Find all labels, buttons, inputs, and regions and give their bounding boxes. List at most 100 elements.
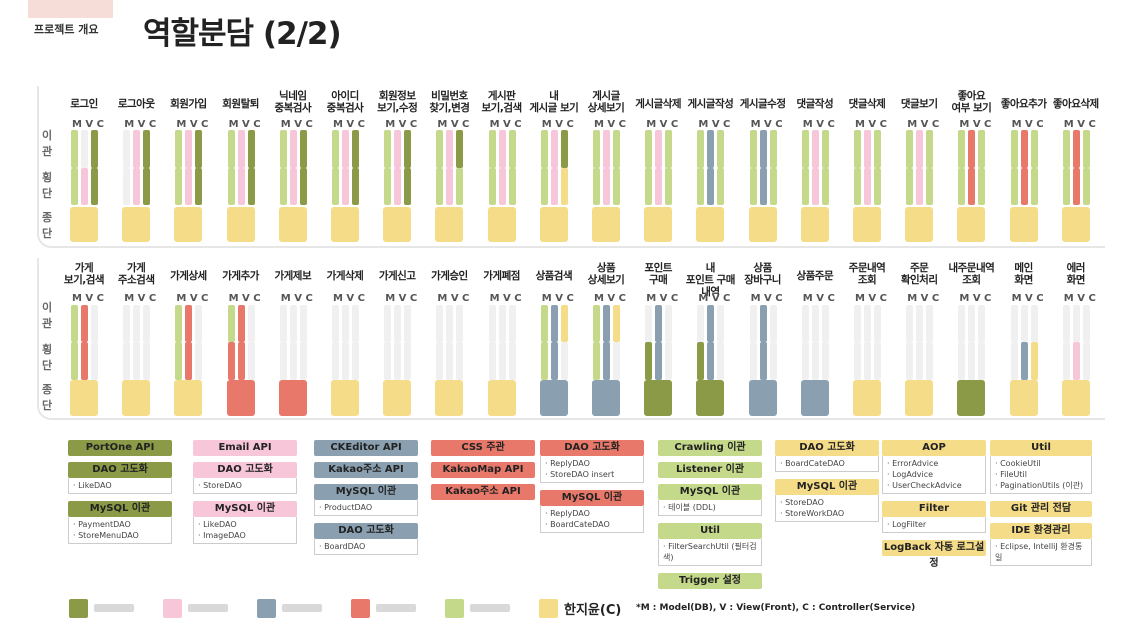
- bottom-feature-m-bar-lower: [175, 342, 183, 380]
- top-feature-c-bar-lower: [1030, 168, 1038, 205]
- top-feature-m-bar-upper: [958, 130, 966, 168]
- category-detail-line: · UserCheckAdvice: [887, 481, 962, 490]
- bottom-feature-m-bar-lower: [436, 342, 444, 380]
- bottom-feature-mvc-label: M V C: [333, 293, 365, 304]
- category-detail: · BoardDAO: [314, 539, 418, 555]
- top-feature-j-block: [905, 207, 934, 242]
- bottom-feature-mvc-label: M V C: [855, 293, 887, 304]
- mvc-note: *M : Model(DB), V : View(Front), C : Con…: [636, 603, 916, 613]
- bottom-feature-c-bar-lower: [874, 342, 881, 380]
- top-feature-mvc-label: M V C: [72, 119, 104, 130]
- bottom-feature-v-bar-lower: [133, 342, 141, 380]
- top-feature-c-bar-lower: [874, 168, 881, 205]
- bottom-feature-mvc-label: M V C: [176, 293, 209, 304]
- top-feature-c-bar-lower: [769, 168, 777, 205]
- top-feature-c-bar-upper: [1030, 130, 1038, 168]
- bottom-feature-m-bar-upper: [1010, 305, 1018, 342]
- bottom-feature-v-bar-lower: [759, 342, 767, 380]
- bottom-feature-c-bar-lower: [613, 342, 620, 380]
- category-0: PortOne API DAO 고도화 · LikeDAO MySQL 이관 · Pay…: [68, 440, 172, 551]
- bottom-feature-label: 내 포인트 구매내역: [685, 262, 735, 298]
- top-feature-v-bar-lower: [1072, 168, 1080, 205]
- top-feature-m-bar-upper: [227, 130, 235, 168]
- top-feature-c-bar-lower: [195, 168, 203, 205]
- bottom-feature-c-bar-lower: [508, 342, 516, 380]
- top-feature-v-bar-upper: [289, 130, 297, 168]
- top-feature-c-bar-lower: [352, 168, 359, 205]
- top-feature-j-block: [1009, 207, 1038, 242]
- bottom-feature-label: 가게신고: [378, 270, 416, 282]
- category-1: Email API DAO 고도화 · StoreDAO MySQL 이관 · Like…: [193, 440, 297, 551]
- bottom-feature-v-bar-lower: [185, 342, 193, 380]
- category-chip: DAO 고도화: [775, 440, 879, 456]
- top-feature-c-bar-upper: [1082, 130, 1090, 168]
- bottom-feature-m-bar-lower: [540, 342, 548, 380]
- bottom-feature-v-bar-upper: [655, 305, 663, 342]
- section-label: 프로젝트 개요: [34, 23, 99, 36]
- top-feature-v-bar-upper: [1072, 130, 1080, 168]
- category-detail-line: · ProductDAO: [319, 503, 373, 512]
- legend-name-redacted: [188, 604, 228, 612]
- category-chip: Git 관리 전담: [990, 501, 1092, 517]
- top-feature-m-bar-lower: [749, 168, 757, 205]
- top-feature-v-bar-upper: [81, 130, 88, 168]
- bottom-feature-m-bar-lower: [749, 342, 757, 380]
- top-feature-m-bar-upper: [749, 130, 757, 168]
- top-feature-m-bar-lower: [1062, 168, 1070, 205]
- top-feature-c-bar-lower: [560, 168, 568, 205]
- bottom-feature-m-bar-upper: [436, 305, 444, 342]
- top-feature-m-bar-lower: [175, 168, 183, 205]
- bottom-feature-c-bar-upper: [195, 305, 203, 342]
- bottom-feature-m-bar-upper: [906, 305, 914, 342]
- top-feature-m-bar-lower: [227, 168, 235, 205]
- category-detail-line: · BoardCateDAO: [545, 520, 610, 529]
- category-detail-line: · PaymentDAO: [73, 520, 131, 529]
- bottom-feature-label: 상품 상세보기: [587, 262, 625, 286]
- bottom-feature-j-block: [748, 380, 777, 416]
- bottom-feature-c-bar-upper: [1030, 305, 1038, 342]
- top-feature-m-bar-lower: [279, 168, 287, 205]
- category-detail: · 테이블 (DDL): [658, 500, 762, 516]
- top-feature-label: 회원탈퇴: [222, 98, 259, 110]
- top-feature-c-bar-lower: [508, 168, 516, 205]
- top-feature-label: 좋아요추가: [1000, 98, 1047, 110]
- category-chip: LogBack 자동 로그설정: [882, 540, 986, 569]
- top-feature-c-bar-upper: [352, 130, 359, 168]
- category-7: AOP · ErrorAdvice · LogAdvice · UserCheckAd…: [882, 440, 986, 569]
- category-chip: Kakao주소 API: [314, 462, 418, 478]
- top-feature-mvc-label: M V C: [855, 119, 887, 130]
- top-feature-m-bar-lower: [1010, 168, 1018, 205]
- bottom-feature-c-bar-upper: [560, 305, 568, 342]
- top-feature-mvc-label: M V C: [124, 119, 157, 130]
- bottom-feature-m-bar-lower: [697, 342, 705, 380]
- bottom-feature-label: 내주문내역 조회: [948, 262, 995, 286]
- bottom-feature-m-bar-upper: [749, 305, 757, 342]
- bottom-feature-v-bar-upper: [968, 305, 976, 342]
- bottom-feature-v-bar-lower: [707, 342, 715, 380]
- top-feature-v-bar-upper: [342, 130, 349, 168]
- bottom-feature-v-bar-upper: [81, 305, 88, 342]
- top-feature-c-bar-lower: [247, 168, 255, 205]
- top-feature-c-bar-lower: [1082, 168, 1090, 205]
- bottom-feature-label: 가게제보: [274, 270, 312, 282]
- bottom-feature-m-bar-lower: [906, 342, 914, 380]
- bottom-feature-v-bar-lower: [237, 342, 245, 380]
- top-feature-c-bar-upper: [560, 130, 568, 168]
- top-feature-label: 좋아요삭제: [1052, 98, 1099, 110]
- legend-swatch: [539, 598, 558, 618]
- top-feature-v-bar-lower: [707, 168, 715, 205]
- top-feature-c-bar-upper: [299, 130, 307, 168]
- category-detail: · PaymentDAO · StoreMenuDAO: [68, 517, 172, 544]
- top-feature-j-block: [226, 207, 255, 242]
- bottom-feature-m-bar-lower: [1062, 342, 1070, 380]
- top-feature-c-bar-upper: [978, 130, 986, 168]
- category-detail-line: · Eclipse, IntelliJ 환경통일: [995, 542, 1083, 562]
- top-feature-v-bar-upper: [498, 130, 506, 168]
- category-6: DAO 고도화 · BoardCateDAO MySQL 이관 · StoreDAO ·…: [775, 440, 879, 529]
- top-feature-v-bar-upper: [1020, 130, 1028, 168]
- top-feature-m-bar-upper: [801, 130, 809, 168]
- category-chip: DAO 고도화: [68, 462, 172, 478]
- bottom-feature-mvc-label: M V C: [594, 293, 626, 304]
- category-detail-line: · LogAdvice: [887, 470, 934, 479]
